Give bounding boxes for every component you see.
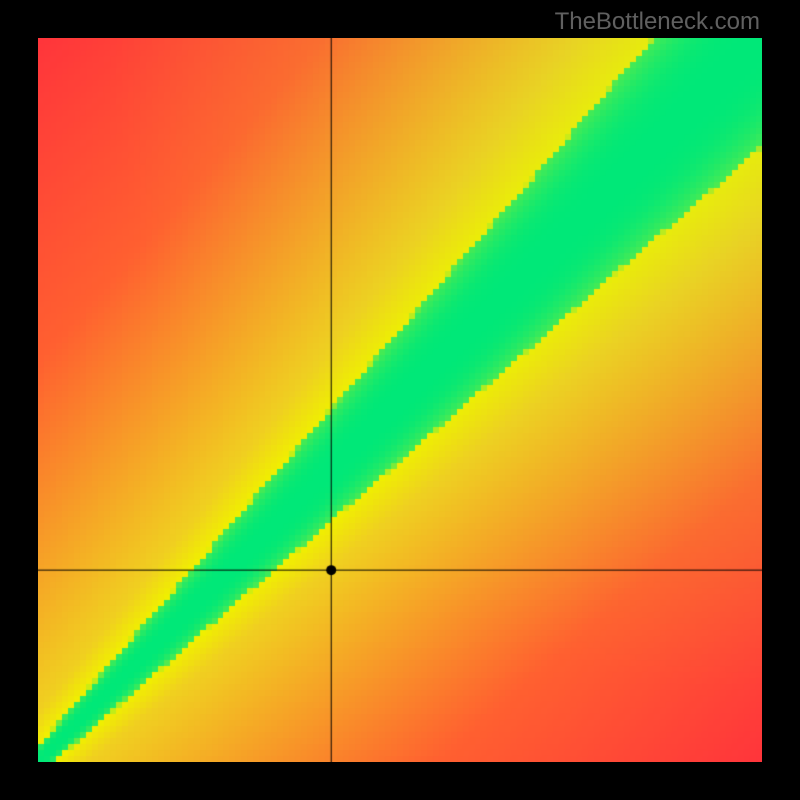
- heatmap-chart: [38, 38, 762, 762]
- heatmap-canvas: [38, 38, 762, 762]
- watermark-text: TheBottleneck.com: [555, 8, 760, 36]
